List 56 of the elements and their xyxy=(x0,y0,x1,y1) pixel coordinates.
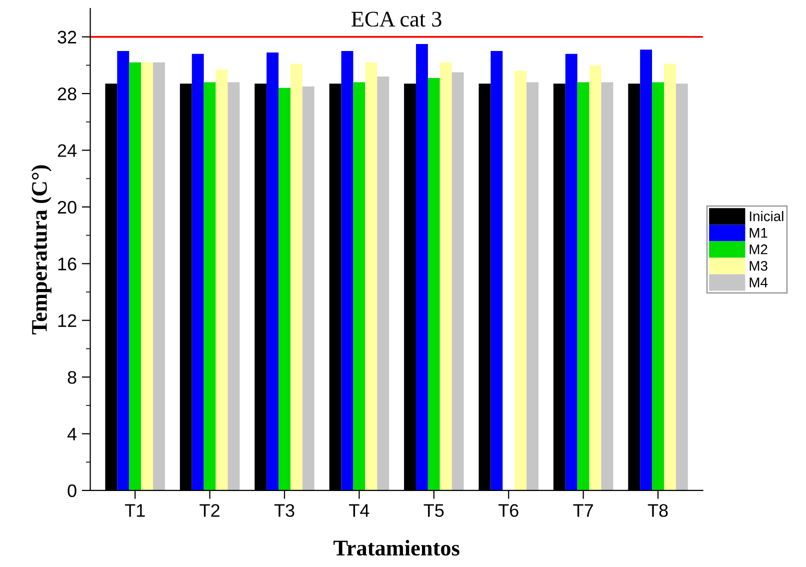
bar xyxy=(216,69,228,490)
bar xyxy=(228,82,240,490)
bar xyxy=(353,82,366,490)
x-tick-label: T2 xyxy=(200,504,220,517)
bar xyxy=(377,76,390,490)
bar xyxy=(577,82,590,490)
y-tick-label: 8 xyxy=(68,370,76,384)
bar xyxy=(416,44,428,490)
legend-label: M1 xyxy=(750,228,768,238)
y-tick-label: 16 xyxy=(58,258,76,270)
bar xyxy=(526,82,538,490)
bar xyxy=(490,51,503,490)
bar xyxy=(640,50,652,490)
bar xyxy=(565,54,578,490)
bar xyxy=(428,78,440,490)
bar xyxy=(204,82,216,490)
x-tick-label: T6 xyxy=(498,504,518,517)
bar xyxy=(266,52,279,490)
legend-label: Inicial xyxy=(750,211,784,222)
bar xyxy=(676,84,688,490)
y-tick-label: 32 xyxy=(58,30,76,44)
bar xyxy=(278,88,290,490)
x-tick-label: T3 xyxy=(274,504,294,517)
legend-label: M4 xyxy=(750,278,768,288)
x-axis-title: Tratamientos xyxy=(334,540,460,556)
bar xyxy=(153,62,165,490)
x-tick-label: T8 xyxy=(648,504,668,517)
x-tick-label: T7 xyxy=(573,504,593,517)
y-tick-label: 24 xyxy=(58,144,77,157)
bar xyxy=(452,72,464,490)
bar xyxy=(129,62,142,490)
bar xyxy=(440,62,452,490)
bar xyxy=(192,54,204,490)
bar xyxy=(514,70,527,490)
y-tick-label: 0 xyxy=(68,484,76,498)
x-tick-label: T4 xyxy=(349,504,370,517)
y-tick-label: 28 xyxy=(58,87,76,100)
bar xyxy=(601,82,614,490)
bar xyxy=(365,62,378,490)
bar xyxy=(141,62,154,490)
legend-label: M2 xyxy=(750,244,768,254)
bar xyxy=(664,64,676,490)
bar xyxy=(117,51,130,490)
y-tick-label: 12 xyxy=(58,314,76,327)
bar xyxy=(302,86,314,490)
y-axis-title: Temperatura (C°) xyxy=(31,165,52,334)
ref-line-label: ECA cat 3 xyxy=(352,12,442,27)
bar xyxy=(589,65,602,490)
x-tick-label: T5 xyxy=(424,504,444,517)
bar xyxy=(652,82,664,490)
y-tick-label: 20 xyxy=(58,200,76,214)
bar xyxy=(341,51,354,490)
legend-label: M3 xyxy=(750,260,768,271)
y-tick-label: 4 xyxy=(67,428,77,440)
bar xyxy=(290,64,302,490)
x-tick-label: T1 xyxy=(124,504,145,517)
